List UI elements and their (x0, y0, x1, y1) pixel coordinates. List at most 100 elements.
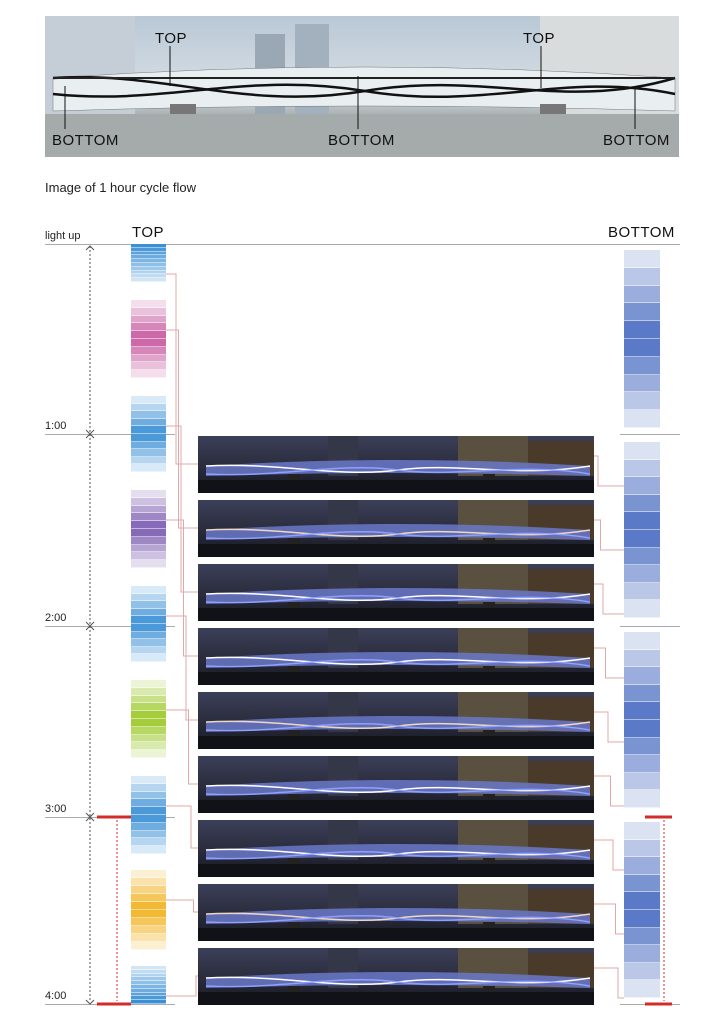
top-color-band-purple (131, 490, 166, 498)
bottom-color-band (624, 356, 660, 375)
top-color-band-blue (131, 846, 166, 854)
top-color-band-blue (131, 838, 166, 847)
top-color-band-green (131, 734, 166, 743)
time-mark: 2:00 (45, 612, 67, 624)
bottom-color-band (624, 374, 660, 393)
night-bridge-photo (198, 500, 594, 557)
night-bridge-photo (198, 884, 594, 941)
top-color-band-blue (131, 1000, 166, 1004)
bottom-color-band (624, 667, 660, 685)
bottom-color-band (624, 632, 660, 650)
bottom-color-band (624, 945, 660, 963)
hour-line (620, 434, 680, 435)
top-color-band-yellow (131, 878, 166, 886)
time-mark: 3:00 (45, 803, 67, 815)
top-color-band-blue (131, 992, 166, 997)
top-color-band-blue (131, 624, 166, 632)
top-color-band-pink (131, 307, 166, 316)
bottom-color-band (624, 303, 660, 322)
bottom-color-band (624, 392, 660, 411)
top-color-band-pink (131, 339, 166, 347)
top-color-band-blue (131, 608, 166, 617)
bottom-color-band (624, 582, 660, 601)
connector-line (594, 647, 624, 679)
top-color-band-blue (131, 646, 166, 655)
top-color-band-blue (131, 449, 166, 457)
connector-line (166, 273, 198, 465)
bottom-color-band (624, 477, 660, 495)
connector-line (594, 903, 624, 935)
connector-line (166, 709, 198, 785)
hour-line (45, 626, 175, 627)
top-color-band-purple (131, 536, 166, 545)
connector-line (166, 615, 198, 721)
top-color-band-blue (131, 969, 166, 974)
top-color-band-yellow (131, 934, 166, 942)
caption: Image of 1 hour cycle flow (45, 180, 197, 195)
connector-line (594, 839, 624, 871)
column-top-heading: TOP (132, 224, 165, 241)
connector-line (594, 519, 624, 551)
bottom-color-band (624, 720, 660, 738)
top-color-band-blue (131, 586, 166, 594)
night-bridge-photo (198, 948, 594, 1005)
bottom-color-band (624, 927, 660, 946)
top-color-band-yellow (131, 942, 166, 950)
bottom-color-band (624, 494, 660, 513)
night-bridge-photo (198, 564, 594, 621)
night-bridge-photo (198, 820, 594, 877)
night-bridge-photo (198, 628, 594, 685)
bottom-color-band (624, 822, 660, 840)
top-color-band-blue (131, 251, 166, 256)
connector-line (594, 583, 624, 615)
top-color-band-blue (131, 247, 166, 252)
top-color-band-blue (131, 244, 166, 248)
connector-line (594, 455, 624, 487)
top-color-band-pink (131, 362, 166, 371)
bottom-color-band (624, 442, 660, 460)
top-color-band-blue (131, 403, 166, 412)
top-color-band-yellow (131, 926, 166, 934)
bottom-color-band (624, 702, 660, 720)
top-color-band-blue (131, 988, 166, 993)
bottom-color-band (624, 530, 660, 548)
top-color-band-purple (131, 505, 166, 514)
top-color-band-blue (131, 593, 166, 602)
top-color-band-purple (131, 552, 166, 561)
top-color-band-yellow (131, 870, 166, 878)
top-color-band-blue (131, 274, 166, 279)
top-color-band-blue (131, 266, 166, 271)
top-color-band-blue (131, 259, 166, 263)
time-mark: light up (45, 230, 81, 242)
bottom-color-band (624, 892, 660, 910)
top-color-band-yellow (131, 894, 166, 902)
top-color-band-blue (131, 783, 166, 792)
bottom-color-band (624, 857, 660, 875)
top-color-band-blue (131, 418, 166, 427)
bottom-color-band (624, 755, 660, 773)
top-color-band-blue (131, 996, 166, 1001)
top-color-band-pink (131, 331, 166, 339)
bridge-photo: TOP TOP BOTTOM BOTTOM BOTTOM (45, 16, 679, 157)
connector-line (594, 967, 624, 999)
connector-line (594, 711, 624, 743)
time-mark: 4:00 (45, 990, 67, 1002)
light-up-line (45, 244, 680, 245)
top-color-band-purple (131, 513, 166, 522)
top-color-band-blue (131, 464, 166, 472)
bottom-color-band (624, 512, 660, 530)
top-color-band-green (131, 742, 166, 751)
bottom-color-band (624, 339, 660, 357)
bottom-color-band (624, 565, 660, 583)
top-color-band-green (131, 695, 166, 704)
bottom-color-band (624, 737, 660, 756)
connector-line (166, 805, 198, 849)
connector-line (166, 425, 198, 593)
top-color-band-green (131, 750, 166, 758)
hour-line (45, 434, 175, 435)
bottom-color-band (624, 839, 660, 858)
column-bottom-heading: BOTTOM (608, 224, 675, 241)
top-color-band-blue (131, 977, 166, 982)
bottom-color-band (624, 772, 660, 791)
